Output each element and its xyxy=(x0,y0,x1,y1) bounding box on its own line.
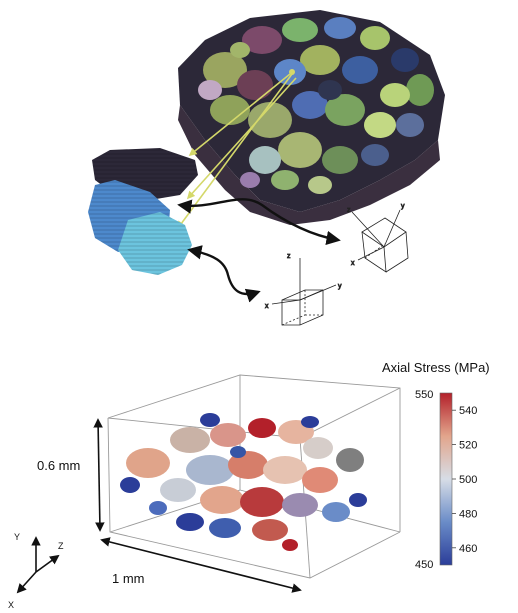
coordinate-triad xyxy=(16,536,60,594)
colorbar-title: Axial Stress (MPa) xyxy=(382,360,490,375)
cube2-axis-y: y xyxy=(338,283,342,290)
colorbar-tick-label: 520 xyxy=(459,440,477,452)
colorbar-tick-label: 500 xyxy=(459,474,477,486)
colorbar-tick-label: 540 xyxy=(459,405,477,417)
extracted-grains xyxy=(88,148,198,275)
colorbar-gradient xyxy=(439,392,453,566)
triad-x-label: X xyxy=(8,600,14,610)
cube1-axis-x: x xyxy=(351,260,355,267)
stress-grains xyxy=(120,413,367,551)
grain-cells xyxy=(198,17,434,194)
cube1-axis-y: y xyxy=(401,203,405,210)
colorbar-tick-label: 480 xyxy=(459,508,477,520)
dimension-arrows xyxy=(93,418,302,593)
cube-icon-aligned: z y x xyxy=(265,253,342,326)
width-label: 1 mm xyxy=(112,571,145,586)
colorbar-max-label: 550 xyxy=(415,389,433,401)
colorbar-ticks: 540 520 500 480 460 xyxy=(452,405,477,555)
cube-icon-rotated: z y x xyxy=(347,203,409,273)
cube1-axis-z: z xyxy=(347,207,351,214)
triad-z-label: Z xyxy=(58,541,64,551)
orientation-arrows xyxy=(177,198,341,303)
colorbar-min-label: 450 xyxy=(415,559,433,571)
polycrystal-aggregate xyxy=(178,10,445,225)
colorbar: Axial Stress (MPa) 550 450 540 520 500 480 4… xyxy=(382,360,490,571)
cube2-axis-z: z xyxy=(287,253,291,260)
cube2-axis-x: x xyxy=(265,303,269,310)
colorbar-tick-label: 460 xyxy=(459,543,477,555)
triad-y-label: Y xyxy=(14,532,20,542)
height-label: 0.6 mm xyxy=(37,458,80,473)
